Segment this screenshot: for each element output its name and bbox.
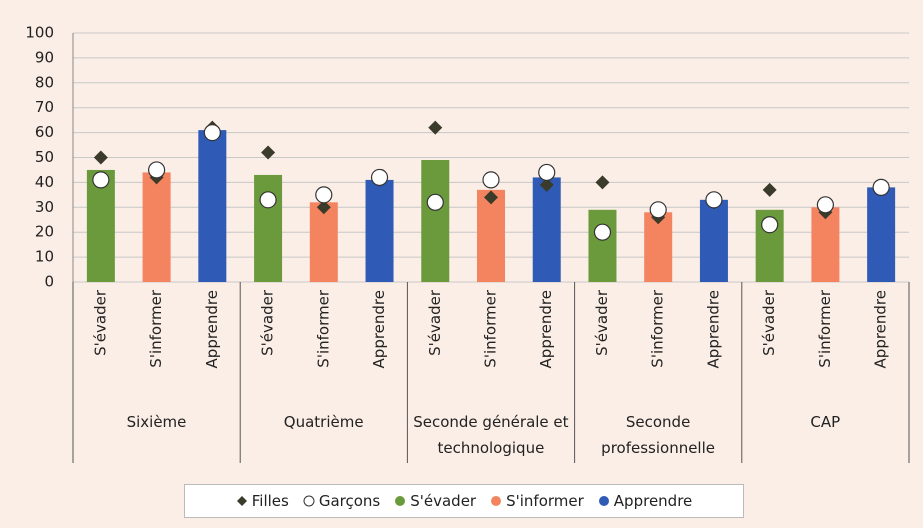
x-tick-label: S'informer	[649, 289, 667, 368]
y-tick-label: 30	[35, 198, 54, 216]
y-tick-label: 0	[44, 273, 54, 291]
marker-circle	[259, 191, 277, 209]
legend-circle	[303, 495, 315, 507]
marker-circle	[148, 161, 166, 179]
x-tick-label: Apprendre	[537, 290, 555, 368]
group-label: Seconde professionnelle	[601, 413, 715, 457]
bar	[811, 207, 840, 282]
group-label: Sixième	[126, 413, 187, 431]
marker-diamond	[428, 120, 443, 135]
legend-item: S'évader	[394, 492, 476, 510]
marker-diamond	[539, 177, 554, 192]
y-tick-label: 60	[35, 123, 54, 141]
marker-diamond	[762, 182, 777, 197]
legend-dot	[491, 496, 502, 506]
x-tick-label: S'informer	[482, 289, 500, 368]
bar	[365, 179, 394, 282]
x-tick-label: Apprendre	[872, 290, 890, 368]
bar	[867, 187, 896, 282]
group-label: Seconde générale et technologique	[413, 413, 569, 457]
legend-item: Garçons	[303, 492, 380, 510]
x-tick-label: S'informer	[147, 289, 165, 368]
bar	[142, 172, 171, 282]
y-tick-label: 20	[35, 223, 54, 241]
bar	[421, 159, 450, 282]
legend-diamond	[236, 496, 247, 506]
y-tick-label: 100	[25, 24, 54, 42]
x-tick-label: S'évader	[593, 289, 611, 356]
marker-circle	[482, 171, 500, 189]
marker-circle	[92, 171, 110, 189]
x-tick-label: S'évader	[91, 289, 109, 356]
x-tick-label: Apprendre	[370, 290, 388, 368]
legend-icon	[395, 496, 406, 506]
legend-label: Garçons	[318, 492, 381, 510]
bar	[588, 209, 617, 282]
marker-diamond	[316, 200, 331, 215]
bar	[309, 202, 338, 282]
legend-dot	[598, 496, 609, 506]
marker-circle	[761, 216, 779, 234]
y-tick-label: 50	[35, 148, 54, 166]
legend-label: Apprendre	[613, 492, 693, 510]
bar	[477, 189, 505, 282]
marker-circle	[649, 201, 667, 219]
x-tick-label: Apprendre	[203, 290, 221, 368]
marker-circle	[593, 223, 612, 241]
x-tick-label: S'évader	[426, 289, 444, 356]
group-label: Quatrième	[283, 413, 364, 431]
legend-item: Apprendre	[598, 492, 692, 510]
bar	[532, 177, 561, 282]
marker-diamond	[261, 145, 276, 160]
marker-circle	[538, 163, 556, 182]
x-tick-label: Apprendre	[704, 290, 722, 368]
legend-icon	[303, 495, 315, 507]
legend-label: S'évader	[410, 492, 477, 510]
y-tick-label: 10	[35, 248, 54, 266]
legend-dot	[395, 496, 406, 506]
x-tick-label: S'évader	[760, 289, 778, 356]
marker-circle	[370, 168, 389, 187]
marker-diamond	[484, 190, 498, 205]
marker-circle	[816, 196, 835, 214]
legend-item: Filles	[236, 492, 289, 510]
legend-icon	[598, 496, 609, 506]
legend-item: S'informer	[490, 492, 584, 510]
legend-label: Filles	[251, 492, 289, 510]
marker-circle	[705, 191, 723, 209]
legend: Filles Garçons S'évader S'informer Apprendre	[184, 484, 744, 518]
bar	[254, 174, 283, 282]
marker-circle	[872, 178, 890, 196]
marker-diamond	[595, 175, 610, 190]
marker-circle	[315, 186, 333, 204]
legend-icon	[236, 496, 247, 506]
y-tick-label: 80	[35, 73, 54, 91]
marker-circle	[426, 193, 444, 211]
legend-label: S'informer	[506, 492, 584, 510]
y-tick-label: 90	[35, 48, 54, 66]
x-tick-label: S'informer	[816, 289, 834, 368]
marker-diamond	[93, 150, 108, 165]
y-tick-label: 70	[35, 98, 54, 116]
bar	[86, 169, 115, 282]
marker-circle	[203, 124, 221, 142]
x-tick-label: S'informer	[314, 289, 332, 368]
group-label: CAP	[810, 413, 841, 431]
y-tick-label: 40	[35, 173, 54, 191]
legend-icon	[491, 496, 502, 506]
x-tick-label: S'évader	[259, 289, 277, 356]
bar	[699, 199, 728, 282]
bar	[198, 130, 227, 282]
